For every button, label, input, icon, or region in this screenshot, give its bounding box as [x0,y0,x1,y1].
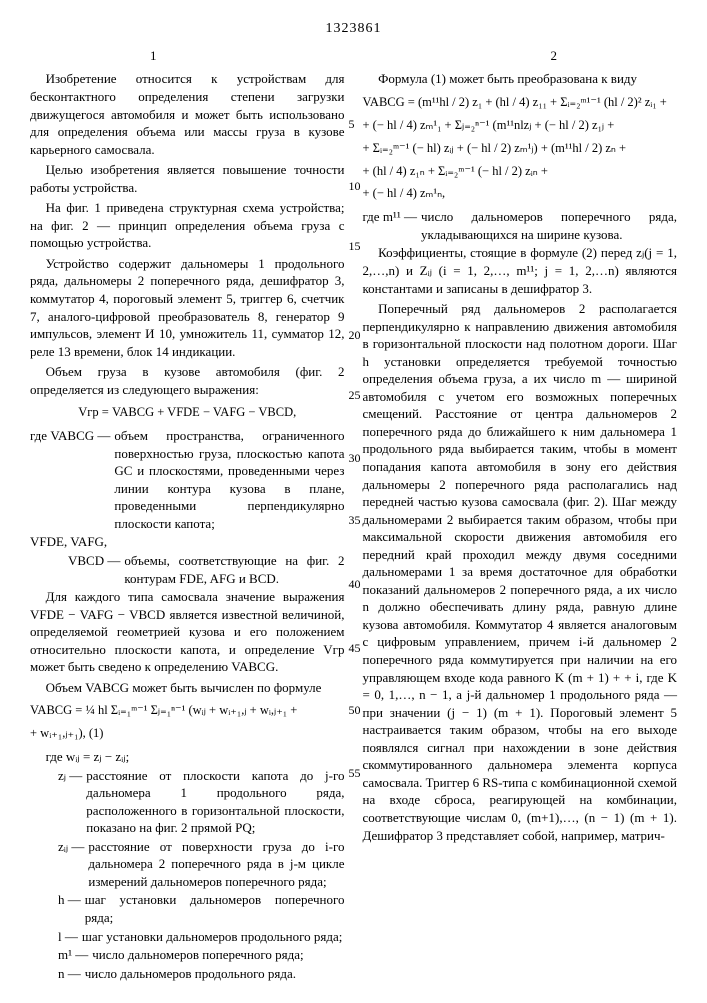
body-paragraph: Устройство содержит дальномеры 1 продоль… [30,255,345,360]
definition-row: h — шаг установки дальномеров поперечног… [30,891,345,926]
line-number: 40 [349,576,361,592]
body-paragraph: Целью изобретения является повышение точ… [30,161,345,196]
def-label: h — [30,891,85,909]
def-label: где m¹¹ — [363,208,421,226]
def-label: VFDE, VAFG, [30,533,111,551]
def-label: VBCD — [30,552,124,570]
definition-row: n — число дальномеров продольного ряда. [30,965,345,983]
def-text: шаг установки дальномеров продольного ря… [82,928,345,946]
line-number: 50 [349,702,361,718]
document-number: 1323861 [30,20,677,39]
line-number: 35 [349,512,361,528]
line-number: 20 [349,327,361,343]
def-label: zⱼ — [30,767,86,785]
body-paragraph: Поперечный ряд дальномеров 2 располагает… [363,300,678,844]
definition-row: где VABCG — объем пространства, ограниче… [30,427,345,532]
definition-row: l — шаг установки дальномеров продольног… [30,928,345,946]
def-text: число дальномеров поперечного ряда, укла… [421,208,677,243]
def-text: число дальномеров продольного ряда. [85,965,345,983]
def-text: число дальномеров поперечного ряда; [92,946,344,964]
def-text: шаг установки дальномеров поперечного ря… [85,891,345,926]
def-label: m¹ — [30,946,92,964]
line-number: 55 [349,765,361,781]
def-label: zᵢⱼ — [30,838,88,856]
body-paragraph: Для каждого типа самосвала значение выра… [30,588,345,676]
body-paragraph: Объем груза в кузове автомобиля (фиг. 2 … [30,363,345,398]
formula: + (hl / 4) z₁ₙ + Σᵢ₌₂ᵐ⁻¹ (− hl / 2) zᵢₙ … [363,163,678,180]
line-number: 45 [349,640,361,656]
two-column-layout: Изобретение относится к устройствам для … [30,70,677,983]
def-label: где VABCG — [30,427,114,445]
def-label: n — [30,965,85,983]
right-column: 5 10 15 20 25 30 35 40 45 50 55 Формула … [363,70,678,983]
formula: + (− hl / 4) zₘ¹ₙ, [363,185,678,202]
def-text: расстояние от плоскости капота до j-го д… [86,767,344,837]
left-column: Изобретение относится к устройствам для … [30,70,345,983]
definition-row: где wᵢⱼ = zⱼ − zᵢⱼ; [30,748,345,766]
def-label: l — [30,928,82,946]
body-paragraph: На фиг. 1 приведена структурная схема ус… [30,199,345,252]
page-num-right: 2 [551,47,558,65]
definition-row: zᵢⱼ — расстояние от поверхности груза до… [30,838,345,891]
line-number: 30 [349,450,361,466]
line-number: 10 [349,178,361,194]
def-text: объем пространства, ограниченного поверх… [114,427,344,532]
definition-row: m¹ — число дальномеров поперечного ряда; [30,946,345,964]
definition-row: VFDE, VAFG, [30,533,345,551]
def-text: где wᵢⱼ = zⱼ − zᵢⱼ; [30,748,345,766]
def-text: расстояние от поверхности груза до i-го … [88,838,344,891]
formula: + Σᵢ₌₂ᵐ⁻¹ (− hl) zᵢⱼ + (− hl / 2) zₘ¹ⱼ) … [363,140,678,157]
formula: + wᵢ₊₁,ⱼ₊₁), (1) [30,725,345,742]
body-paragraph: Изобретение относится к устройствам для … [30,70,345,158]
page-number-row: 1 2 [30,47,677,65]
line-number: 25 [349,387,361,403]
formula: VABCG = ¼ hl Σᵢ₌₁ᵐ⁻¹ Σⱼ₌₁ⁿ⁻¹ (wᵢⱼ + wᵢ₊₁… [30,702,345,719]
definition-row: где m¹¹ — число дальномеров поперечного … [363,208,678,243]
definition-row: VBCD — объемы, соответствующие на фиг. 2… [30,552,345,587]
page-num-left: 1 [150,47,157,65]
formula: + (− hl / 4) zₘ¹₁ + Σⱼ₌₂ⁿ⁻¹ (m¹¹nlzⱼ + (… [363,117,678,134]
body-paragraph: Коэффициенты, стоящие в формуле (2) пере… [363,244,678,297]
line-number: 15 [349,238,361,254]
formula: VABCG = (m¹¹hl / 2) z₁ + (hl / 4) z₁₁ + … [363,94,678,111]
formula: Vгр = VABCG + VFDE − VAFG − VBCD, [30,404,345,421]
def-text: объемы, соответствующие на фиг. 2 контур… [124,552,344,587]
definition-row: zⱼ — расстояние от плоскости капота до j… [30,767,345,837]
body-paragraph: Объем VABCG может быть вычислен по форму… [30,679,345,697]
body-paragraph: Формула (1) может быть преобразована к в… [363,70,678,88]
line-number: 5 [349,116,355,132]
